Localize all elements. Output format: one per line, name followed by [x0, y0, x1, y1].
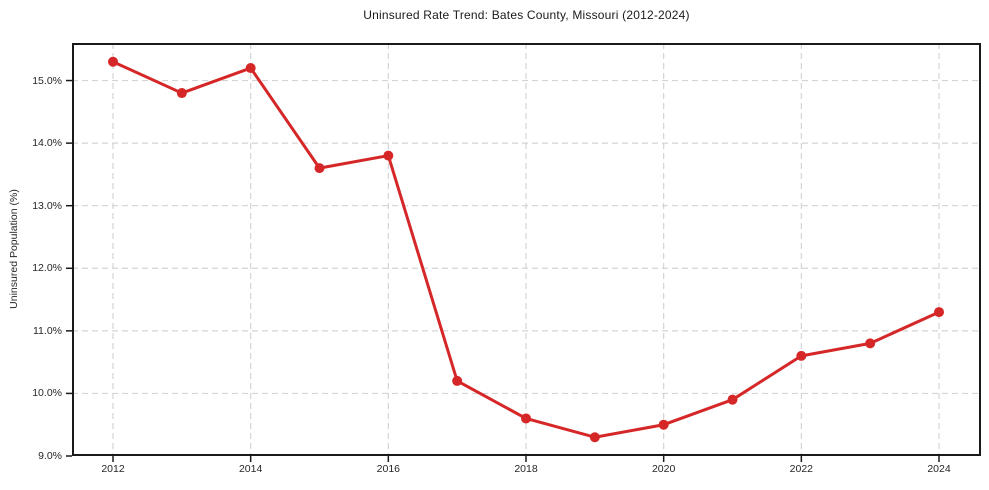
- data-point: [589, 432, 600, 443]
- y-tick-label: 15.0%: [32, 74, 62, 87]
- y-tick-label: 11.0%: [33, 324, 62, 337]
- data-point: [934, 307, 944, 318]
- data-point: [108, 56, 118, 67]
- data-point: [176, 88, 187, 99]
- y-tick-label: 13.0%: [32, 199, 62, 212]
- x-tick-label: 2018: [514, 463, 538, 475]
- plot-area: [66, 43, 981, 462]
- x-tick-label: 2020: [651, 463, 676, 475]
- x-tick-label: 2024: [927, 463, 951, 475]
- data-point: [658, 419, 669, 430]
- data-point: [727, 394, 738, 405]
- chart-title: Uninsured Rate Trend: Bates County, Miss…: [363, 8, 690, 22]
- data-point: [865, 338, 876, 349]
- y-tick-label: 14.0%: [32, 137, 62, 150]
- data-point: [521, 413, 531, 424]
- x-tick-label: 2022: [789, 463, 813, 475]
- y-tick-label: 12.0%: [32, 262, 62, 275]
- data-point: [796, 350, 807, 361]
- data-point: [245, 63, 256, 74]
- y-tick-label: 9.0%: [38, 450, 62, 462]
- x-tick-label: 2012: [101, 463, 125, 475]
- plot-border: [72, 43, 981, 456]
- data-point: [383, 150, 394, 161]
- data-point: [314, 163, 325, 174]
- y-tick-label: 10.0%: [32, 387, 62, 400]
- x-tick-label: 2014: [238, 463, 263, 475]
- x-tick-label: 2016: [376, 463, 400, 475]
- data-point: [452, 375, 463, 386]
